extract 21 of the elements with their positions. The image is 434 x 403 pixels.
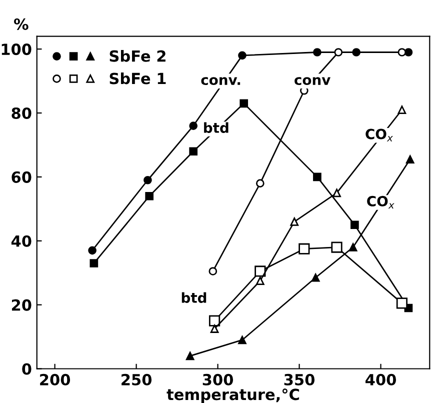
x-tick-label: 200: [40, 374, 70, 386]
legend-label: SbFe 1: [110, 72, 166, 84]
y-axis-title: %: [14, 18, 28, 30]
x-axis-title: temperature,°C: [166, 388, 300, 403]
x-tick-label: 350: [284, 374, 314, 386]
y-tick-label: 0: [22, 363, 32, 375]
y-tick-label: 20: [12, 299, 32, 311]
y-tick-label: 60: [12, 171, 32, 183]
y-tick-label: 100: [2, 44, 32, 56]
x-tick-label: 300: [202, 374, 234, 386]
x-tick-label: 250: [122, 374, 152, 386]
annotation: CO$_{x}$: [367, 196, 394, 209]
annotation: conv.: [201, 77, 240, 86]
annotation: btd: [182, 292, 206, 303]
annotation: btd: [204, 122, 228, 134]
legend-label: SbFe 2: [110, 50, 166, 62]
x-tick-label: 400: [366, 374, 396, 386]
y-tick-label: 40: [11, 235, 32, 247]
y-tick-label: 80: [12, 107, 32, 120]
annotation: CO$_{x}$: [366, 128, 393, 142]
annotation: conv: [294, 77, 330, 86]
